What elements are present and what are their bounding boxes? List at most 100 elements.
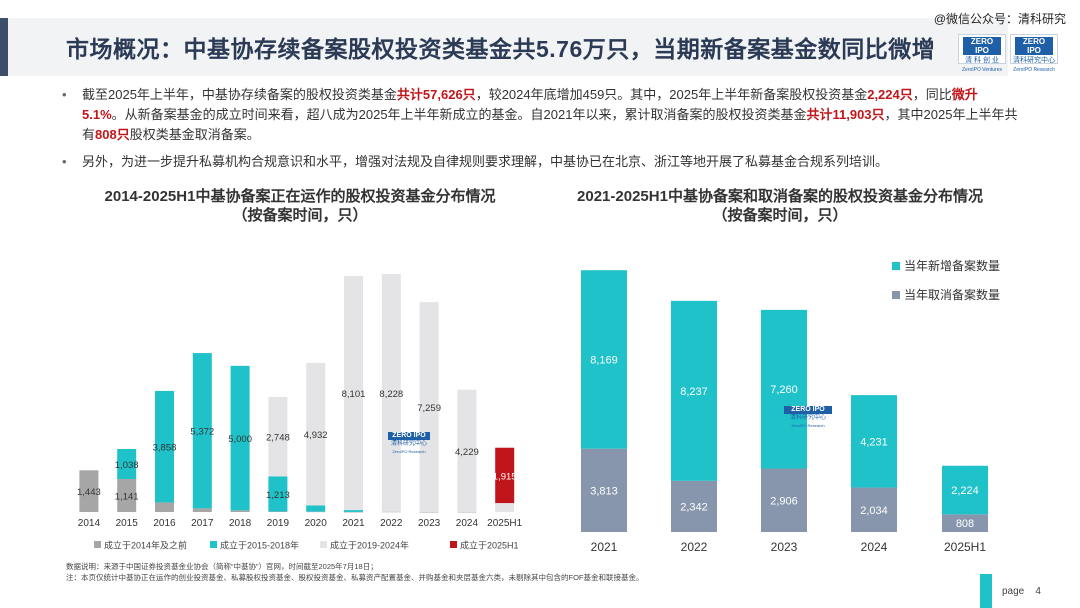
bullet-compliance-training: • 另外，为进一步提升私募机构合规意识和水平，增强对法规及自律规则要求理解，中基… (58, 152, 1020, 172)
summary-bullets: • 截至2025年上半年，中基协存续备案的股权投资类基金共计57,626只，较2… (58, 85, 1020, 179)
right-chart-title: 2021-2025H1中基协备案和取消备案的股权投资基金分布情况 （按备案时间，… (540, 187, 1020, 225)
legend-label-0: 当年新增备案数量 (904, 258, 1000, 273)
footnote-scope: 注：本页仅统计中基协正在运作的创业投资基金、私募股权投资基金、股权投资基金、私募… (66, 573, 644, 582)
watermark-line2: ZeroIPO Research (791, 423, 825, 428)
zeroipo-research-logo: ZERO IPO 清科研究中心 ZeroIPO Research (1010, 34, 1058, 73)
bar-2017-series-0 (192, 508, 212, 512)
data-label-2019-series-1: 1,213 (266, 490, 290, 501)
bar-2021-series-2 (344, 275, 363, 511)
page-accent-block (980, 574, 992, 608)
x-tick-label-2016: 2016 (153, 518, 176, 529)
watermark-line2: ZeroIPO Research (392, 449, 426, 454)
legend-swatch-2 (320, 541, 327, 548)
bar-2018-series-1 (230, 365, 250, 511)
bar-2017-series-1 (192, 353, 212, 509)
logo-mark: ZERO IPO (1015, 37, 1053, 55)
legend-swatch-1 (210, 541, 217, 548)
bar-2019-series-1 (268, 476, 288, 512)
bar-2024-series-2 (457, 389, 477, 512)
page-title: 市场概况：中基协存续备案股权投资类基金共5.76万只，当期新备案基金数同比微增 (66, 36, 936, 62)
x-tick-label-2022: 2022 (380, 518, 403, 529)
x-tick-label-2018: 2018 (229, 518, 252, 529)
right-stacked-bar-chart: 3,813 8,169 2021 2,342 8,237 2022 2,906 7,260 20… (581, 258, 1000, 554)
bar-2024-series-0 (457, 511, 477, 513)
data-label-2015-series-1: 1,038 (115, 460, 139, 471)
bullet-text: 截至2025年上半年，中基协存续备案的股权投资类基金 (82, 87, 397, 102)
logo-line2: ZeroIPO Research (1013, 67, 1055, 73)
watermark-line1: 清科研究中心 (789, 415, 826, 421)
data-label-2022-new: 8,237 (680, 386, 708, 398)
watermark-mark: ZERO IPO (388, 432, 430, 440)
data-label-2022-series-2: 8,228 (379, 389, 403, 400)
bullet-text: 股权类基金取消备案。 (129, 127, 260, 142)
x-tick-label-2023: 2023 (771, 540, 798, 554)
legend-label-2: 成立于2019-2024年 (330, 540, 409, 551)
bullet-text: 。从新备案基金的成立时间来看，超八成为2025年上半年新成立的基金。自2021年… (111, 107, 807, 122)
legend-swatch-0 (94, 541, 101, 548)
page-number: page 4 (1002, 586, 1041, 597)
footnotes: 数据说明：来源于中国证券投资基金业协会（简称“中基协”）官网，时间截至2025年… (66, 561, 644, 583)
bar-2021-series-1 (344, 510, 363, 512)
bar-2015-series-0 (117, 479, 137, 512)
legend-label-1: 成立于2015-2018年 (220, 540, 299, 551)
data-label-2019-series-2: 2,748 (266, 433, 290, 444)
logo-line2: ZeroIPO Ventures (961, 67, 1003, 73)
bar-2024-cancelled (851, 487, 897, 532)
bar-2020-series-2 (306, 362, 326, 506)
bar-2021-new (581, 270, 627, 449)
data-label-2022-cancelled: 2,342 (680, 501, 708, 513)
watermark-line1: 清科研究中心 (390, 441, 427, 447)
bar-2018-series-0 (230, 510, 250, 512)
bar-2023-series-2 (419, 302, 439, 512)
data-label-2017-series-1: 5,372 (190, 427, 214, 438)
x-tick-label-2022: 2022 (681, 540, 708, 554)
data-label-2024-series-2: 4,229 (455, 447, 479, 458)
highlight-growth: 微升5.1% (82, 87, 978, 122)
logo-mark: ZERO IPO (963, 37, 1001, 55)
research-watermark-logo: ZERO IPO 清科研究中心 ZeroIPO Research (388, 432, 430, 456)
bullet-text: ，同比 (912, 87, 952, 102)
page-number-value: 4 (1035, 586, 1041, 597)
bar-2021-cancelled (581, 448, 627, 532)
x-tick-label-2017: 2017 (191, 518, 214, 529)
left-chart-title: 2014-2025H1中基协备案正在运作的股权投资基金分布情况 （按备案时间，只… (60, 187, 540, 225)
data-label-2021-new: 8,169 (590, 354, 618, 366)
bar-2022-new (671, 300, 717, 481)
left-chart-title-line: 2014-2025H1中基协备案正在运作的股权投资基金分布情况 (104, 188, 496, 205)
data-label-2021-series-2: 8,101 (342, 389, 366, 400)
data-label-2015-series-0: 1,141 (115, 492, 139, 503)
bar-2016-series-1 (155, 390, 174, 503)
x-tick-label-2014: 2014 (78, 518, 101, 529)
right-chart-title-line: 2021-2025H1中基协备案和取消备案的股权投资基金分布情况 (577, 188, 983, 205)
wechat-watermark: @微信公众号：清科研究 (933, 12, 1066, 26)
bar-2021-series-0 (344, 511, 363, 513)
bullet-dot-icon: • (62, 154, 67, 169)
x-tick-label-2023: 2023 (418, 518, 441, 529)
data-label-2023-series-2: 7,259 (417, 403, 441, 414)
data-label-2023-cancelled: 2,906 (770, 495, 798, 507)
x-tick-label-2021: 2021 (591, 540, 618, 554)
highlight-cancelled: 共计11,903只 (806, 107, 885, 122)
bullet-dot-icon: • (62, 87, 67, 102)
bullet-text: 另外，为进一步提升私募机构合规意识和水平，增强对法规及自律规则要求理解，中基协已… (82, 154, 889, 169)
bar-2023-new (761, 309, 807, 469)
research-watermark-logo: ZERO IPO 清科研究中心 ZeroIPO Research (784, 406, 832, 430)
bar-2020-series-1 (306, 505, 326, 512)
left-chart-subtitle: （按备案时间，只） (232, 207, 368, 224)
x-tick-label-2025H1: 2025H1 (487, 518, 522, 529)
x-tick-label-2015: 2015 (116, 518, 139, 529)
x-tick-label-2025H1: 2025H1 (944, 540, 986, 554)
x-tick-label-2024: 2024 (861, 540, 888, 554)
data-label-2025H1-series-3: 1,915 (493, 471, 517, 482)
legend-swatch-3 (450, 541, 457, 548)
bar-2014-series-0 (79, 470, 99, 512)
title-bar (8, 18, 1008, 76)
bar-2022-cancelled (671, 480, 717, 532)
bar-2015-series-1 (117, 449, 137, 480)
bar-2025H1-new (942, 465, 988, 515)
legend-label-0: 成立于2014年及之前 (104, 540, 187, 551)
highlight-new: 2,224只 (867, 87, 913, 102)
bar-2024-new (851, 395, 897, 488)
logo-line1: 清科研究中心 (1013, 57, 1055, 64)
bar-2025H1-series-3 (495, 447, 515, 504)
